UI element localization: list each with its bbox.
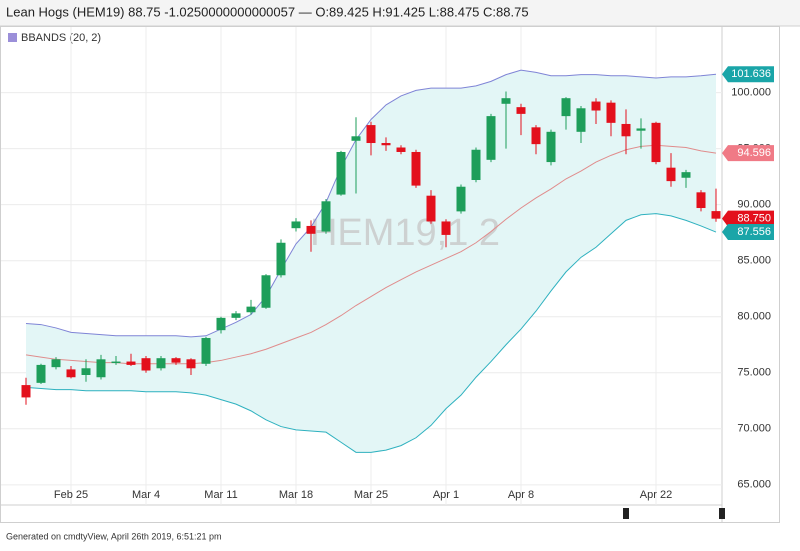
- candle-body: [261, 275, 271, 308]
- x-tick-label: Apr 8: [508, 489, 534, 501]
- price-marker: [722, 224, 774, 241]
- x-tick-label: Feb 25: [54, 489, 88, 501]
- candle-body: [651, 122, 661, 163]
- candle-body: [291, 221, 301, 229]
- candle-body: [576, 108, 586, 132]
- candle-body: [561, 98, 571, 117]
- band-lower: [25, 213, 717, 453]
- price-marker: [722, 145, 774, 162]
- candle-body: [546, 131, 556, 163]
- y-tick-label: 80.000: [737, 311, 771, 323]
- candle-body: [21, 385, 31, 398]
- candle-body: [531, 127, 541, 145]
- band-fill: [26, 70, 716, 453]
- x-tick-label: Mar 11: [204, 489, 237, 501]
- candle-body: [126, 361, 136, 365]
- candle-body: [216, 317, 226, 331]
- y-tick-label: 90.000: [737, 199, 771, 211]
- price-marker-label: 87.556: [737, 226, 771, 238]
- candle-body: [321, 201, 331, 232]
- candle-body: [171, 358, 181, 363]
- y-tick-label: 70.000: [737, 423, 771, 435]
- y-tick-label: 85.000: [737, 255, 771, 267]
- price-marker-label: 88.750: [737, 213, 771, 225]
- candle-body: [111, 361, 121, 364]
- candle-body: [456, 186, 466, 212]
- candle-body: [606, 102, 616, 123]
- y-tick-label: 100.000: [731, 86, 771, 98]
- price-marker: [722, 210, 774, 227]
- candle-body: [186, 359, 196, 369]
- event-icon: [719, 508, 725, 519]
- candle-body: [636, 128, 646, 131]
- x-tick-label: Mar 25: [354, 489, 388, 501]
- candle-body: [411, 151, 421, 186]
- candle-body: [231, 313, 241, 318]
- price-marker: [722, 66, 774, 83]
- legend-swatch: [8, 33, 17, 42]
- y-tick-label: 75.000: [737, 367, 771, 379]
- candle-body: [306, 225, 316, 234]
- candle-body: [81, 368, 91, 375]
- band-middle: [25, 144, 717, 365]
- candle-body: [621, 123, 631, 137]
- chart-frame: [0, 26, 780, 523]
- candle-body: [66, 369, 76, 378]
- price-marker-label: 94.596: [737, 147, 771, 159]
- candle-body: [696, 192, 706, 209]
- candle-body: [516, 107, 526, 114]
- footer: Generated on cmdtyView, April 26th 2019,…: [6, 531, 221, 541]
- candle-body: [471, 149, 481, 180]
- candle-body: [381, 143, 391, 146]
- candle-body: [666, 167, 676, 182]
- candle-body: [366, 125, 376, 144]
- band-upper: [25, 69, 717, 338]
- watermark: HEM19,1 2: [310, 212, 500, 254]
- price-marker-label: 101.636: [731, 68, 771, 80]
- chart-title: Lean Hogs (HEM19) 88.75 -1.0250000000000…: [6, 4, 529, 19]
- candle-body: [276, 242, 286, 276]
- candle-body: [51, 359, 61, 368]
- candle-body: [156, 358, 166, 369]
- candle-body: [486, 116, 496, 160]
- candle-body: [36, 364, 46, 383]
- candle-body: [501, 98, 511, 104]
- candle-body: [141, 358, 151, 371]
- candle-body: [201, 338, 211, 364]
- x-tick-label: Apr 22: [640, 489, 672, 501]
- y-tick-label: 65.000: [737, 479, 771, 491]
- candle-body: [711, 211, 721, 219]
- x-tick-label: Mar 4: [132, 489, 160, 501]
- candle-body: [591, 101, 601, 111]
- candle-body: [681, 172, 691, 178]
- candle-body: [246, 306, 256, 313]
- candle-body: [396, 147, 406, 152]
- x-tick-label: Apr 1: [433, 489, 459, 501]
- candle-body: [336, 151, 346, 195]
- event-icon: [623, 508, 629, 519]
- candle-body: [96, 359, 106, 378]
- candle-body: [351, 136, 361, 141]
- header-bar: [0, 0, 800, 26]
- x-tick-label: Mar 18: [279, 489, 313, 501]
- candle-body: [441, 221, 451, 235]
- candle-body: [426, 195, 436, 222]
- legend-label: BBANDS (20, 2): [21, 32, 101, 44]
